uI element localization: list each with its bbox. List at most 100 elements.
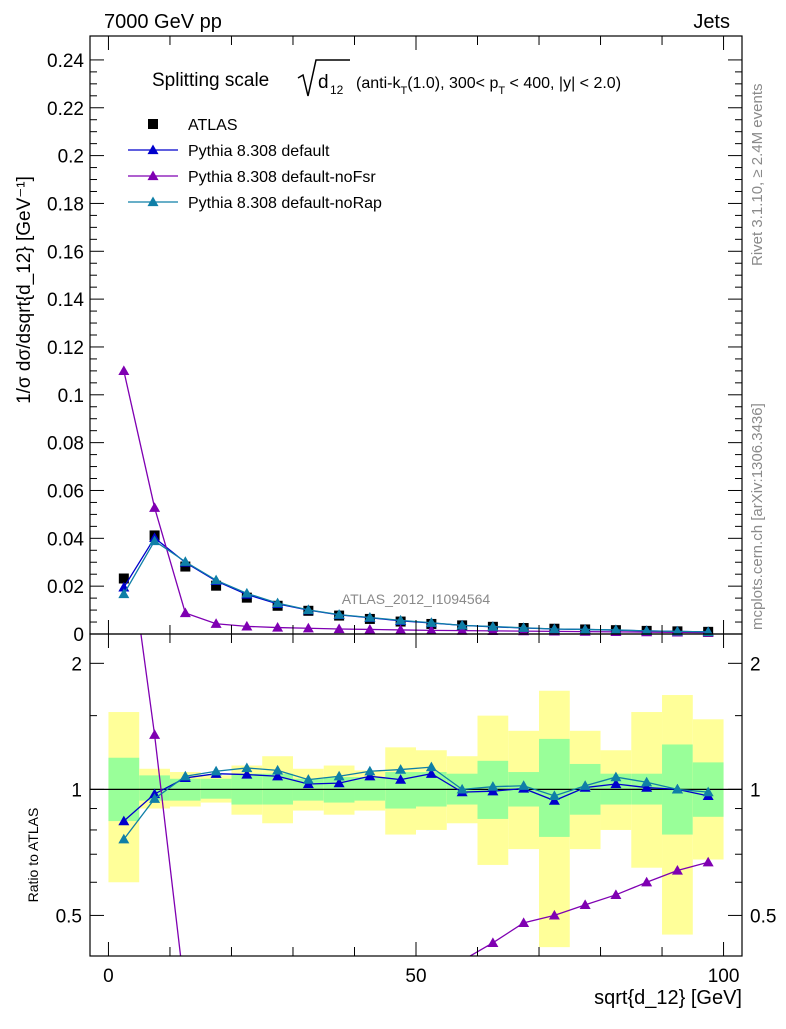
main-y-tick-label: 0.14 — [47, 290, 84, 311]
ratio-y-tick-label-right: 0.5 — [750, 906, 776, 927]
main-y-tick-label: 0.1 — [58, 386, 84, 407]
series-point — [241, 620, 253, 631]
main-y-tick-label: 0.08 — [47, 434, 84, 455]
series-point — [241, 587, 253, 598]
series-point — [518, 622, 530, 632]
ratio-series-line — [123, 766, 709, 840]
ratio-series-point — [702, 856, 714, 867]
series-point — [149, 535, 161, 546]
series-point — [364, 623, 376, 634]
header-left: 7000 GeV pp — [104, 11, 222, 33]
main-y-tick-label: 0.04 — [47, 529, 84, 550]
main-y-tick-label: 0.12 — [47, 338, 84, 359]
series-point — [364, 611, 376, 622]
chart-title-details: (anti-kT(1.0), 300< pT < 400, |y| < 2.0) — [356, 75, 621, 97]
series-point — [302, 622, 314, 633]
ratio-series-point — [118, 833, 130, 844]
legend-entry: ATLAS — [148, 117, 238, 134]
title-sqrt-sub: 12 — [330, 83, 344, 97]
series-point — [395, 624, 407, 635]
green-band-bin — [539, 738, 570, 837]
main-y-tick-label: 0.24 — [47, 51, 84, 72]
ratio-series-point — [395, 774, 407, 784]
ratio-series-point — [425, 768, 437, 778]
green-band-bin — [200, 778, 232, 799]
legend-marker — [147, 144, 159, 155]
ratio-y-tick-label: 2 — [71, 654, 82, 675]
ratio-ylabel: Ratio to ATLAS — [25, 808, 41, 903]
ratio-series-point — [272, 770, 284, 781]
ratio-y-tick-label: 1 — [71, 780, 82, 801]
ratio-plot — [118, 634, 714, 956]
series-point — [487, 621, 499, 631]
title-part-3: (1.0), 300< p — [407, 75, 498, 92]
series-point — [333, 609, 345, 619]
series-point — [210, 574, 222, 585]
series-point — [272, 597, 284, 608]
legend-label: ATLAS — [188, 117, 238, 134]
series-point — [395, 614, 407, 625]
ratio-series-line — [140, 634, 709, 956]
main-y-tick-label: 0.18 — [47, 194, 84, 215]
main-y-tick-label: 0 — [73, 625, 84, 646]
chart-title-main: Splitting scale — [152, 70, 269, 91]
ratio-series-point — [149, 793, 161, 803]
legend-label: Pythia 8.308 default-noRap — [188, 195, 382, 212]
series-point — [149, 502, 161, 512]
main-ylabel: 1/σ dσ/dsqrt{d_12} [GeV⁻¹] — [14, 176, 35, 404]
main-plot — [118, 365, 714, 637]
legend-marker — [148, 119, 158, 129]
series-point — [179, 556, 191, 566]
ratio-series-point — [548, 790, 560, 800]
atlas-point — [211, 580, 222, 591]
ratio-series-point — [518, 780, 530, 790]
atlas-point — [118, 573, 129, 584]
series-point — [272, 622, 284, 632]
analysis-label: ATLAS_2012_I1094564 — [342, 591, 491, 607]
legend-label: Pythia 8.308 default — [188, 143, 330, 160]
ratio-series-point — [641, 876, 653, 887]
series-point — [302, 604, 314, 614]
ratio-series-point — [702, 786, 714, 797]
title-sqrt-body: d — [318, 72, 329, 93]
ratio-series-point — [579, 780, 591, 790]
main-y-tick-label: 0.16 — [47, 242, 84, 263]
ratio-y-tick-label-right: 1 — [750, 780, 761, 801]
legend-marker — [147, 196, 159, 207]
ratio-series-point — [579, 899, 591, 909]
ratio-series-point — [272, 764, 284, 775]
title-part-5: < 400, |y| < 2.0) — [505, 75, 621, 92]
ratio-series-point — [610, 778, 622, 789]
series-point — [333, 623, 345, 634]
ratio-series-point — [487, 937, 499, 947]
main-y-tick-label: 0.22 — [47, 99, 84, 120]
title-part-4: T — [498, 85, 505, 97]
ratio-series-point — [518, 917, 530, 927]
series-point — [548, 623, 560, 634]
ratio-series-point — [610, 771, 622, 782]
x-tick-label: 50 — [405, 966, 426, 987]
series-point — [671, 625, 683, 636]
ratio-series-point — [364, 765, 376, 776]
ratio-series-point — [425, 761, 437, 772]
title-part-2: T — [400, 85, 407, 97]
ratio-series-point — [302, 774, 314, 784]
ratio-series-point — [456, 783, 468, 794]
ratio-series-point — [671, 865, 683, 875]
main-y-tick-label: 0.02 — [47, 577, 84, 598]
series-point — [425, 617, 437, 627]
series-point — [210, 618, 222, 628]
header-right: Jets — [693, 11, 730, 33]
ratio-series-point — [641, 776, 653, 787]
ratio-series-point — [548, 909, 560, 920]
legend-entry: Pythia 8.308 default — [128, 143, 330, 160]
series-point — [118, 588, 130, 599]
series-point — [179, 607, 191, 618]
ratio-series-point — [487, 781, 499, 791]
ratio-series-point — [241, 769, 253, 779]
ratio-series-point — [241, 762, 253, 773]
legend-label: Pythia 8.308 default-noFsr — [188, 169, 376, 186]
series-point — [118, 365, 130, 376]
ratio-series-point — [118, 815, 130, 826]
